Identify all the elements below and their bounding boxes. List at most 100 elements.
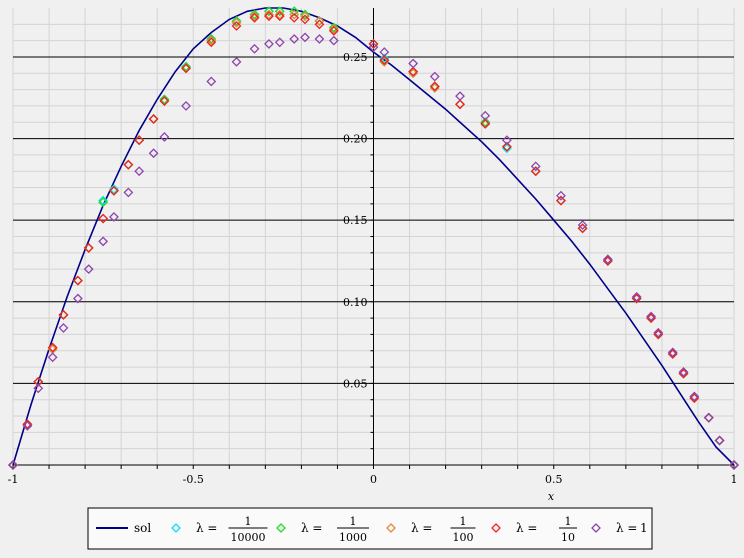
y-tick-label: 0.10	[343, 296, 368, 309]
data-point	[22, 420, 33, 431]
data-point	[314, 19, 325, 30]
legend-fraction-numerator: 1	[350, 515, 357, 528]
data-point	[368, 38, 379, 49]
data-point	[58, 322, 69, 333]
data-point	[231, 21, 242, 31]
data-point	[134, 135, 145, 146]
y-tick-label: 0.05	[343, 377, 368, 390]
data-point	[72, 293, 83, 304]
legend-lambda-label: λ =	[516, 521, 537, 535]
data-point	[455, 99, 465, 110]
y-tick-label: 0.25	[343, 51, 368, 64]
data-point	[653, 327, 664, 338]
data-point	[274, 37, 285, 48]
data-point	[274, 11, 285, 22]
data-point	[480, 117, 491, 128]
solution-line	[12, 7, 735, 466]
data-point	[577, 220, 588, 230]
data-point	[300, 9, 310, 20]
data-point	[300, 32, 310, 43]
data-point	[631, 293, 642, 304]
data-point	[148, 148, 159, 159]
legend-marker	[171, 523, 181, 533]
legend-marker	[276, 523, 286, 533]
data-point	[646, 311, 657, 322]
legend-marker	[491, 523, 501, 533]
data-point	[368, 42, 379, 53]
data-point	[530, 161, 541, 172]
data-point	[480, 118, 491, 129]
x-tick-label: -0.5	[183, 473, 204, 486]
series-4	[8, 11, 739, 470]
data-point	[33, 376, 44, 387]
data-point	[249, 12, 260, 23]
data-point	[181, 61, 191, 72]
data-point	[289, 34, 300, 44]
data-point	[249, 11, 260, 22]
data-point	[274, 6, 285, 17]
legend-fraction-denominator: 100	[453, 531, 474, 544]
legend-lambda-label: λ =	[196, 521, 217, 535]
data-point	[206, 37, 217, 48]
data-point	[501, 143, 512, 154]
data-point	[206, 35, 217, 46]
data-point	[379, 56, 390, 67]
data-markers	[8, 6, 739, 470]
data-point	[429, 71, 440, 82]
data-point	[602, 254, 613, 265]
legend-lambda-value: 1	[640, 521, 648, 535]
data-point	[678, 367, 689, 377]
data-point	[300, 11, 310, 22]
data-point	[408, 66, 419, 77]
data-point	[501, 141, 512, 152]
data-point	[231, 16, 242, 26]
legend-fraction-denominator: 1000	[339, 531, 367, 544]
data-point	[289, 12, 300, 23]
legend-fraction-denominator: 10000	[231, 531, 266, 544]
data-point	[264, 9, 274, 20]
legend-marker	[386, 523, 396, 533]
data-point	[159, 94, 170, 105]
data-point	[231, 56, 242, 67]
data-point	[455, 91, 465, 102]
data-point	[501, 135, 512, 146]
series-5	[8, 32, 739, 470]
data-point	[98, 195, 109, 206]
data-point	[206, 76, 217, 87]
data-point	[22, 419, 33, 430]
data-point	[631, 291, 642, 302]
data-point	[408, 58, 419, 69]
data-point	[480, 110, 491, 121]
data-point	[47, 342, 58, 353]
data-point	[181, 101, 191, 111]
data-point	[58, 309, 69, 320]
data-point	[289, 9, 300, 20]
legend-box	[87, 507, 653, 550]
data-point	[408, 68, 419, 79]
x-tick-label: 1	[731, 473, 738, 486]
x-tick-label: -1	[8, 473, 19, 486]
data-point	[703, 412, 714, 423]
data-point	[667, 349, 678, 359]
y-tick-label: 0.20	[343, 133, 368, 146]
legend-lambda-label: λ =	[301, 521, 322, 535]
data-point	[231, 17, 242, 28]
data-point	[689, 393, 700, 404]
data-point	[264, 6, 274, 17]
x-axis-label: x	[548, 490, 555, 503]
data-point	[249, 9, 260, 20]
data-point	[314, 34, 325, 44]
legend-lambda-label: λ =	[411, 521, 432, 535]
data-point	[33, 383, 44, 394]
data-point	[83, 264, 94, 275]
data-point	[314, 16, 325, 26]
y-tick-label: 0.15	[343, 214, 368, 227]
data-point	[689, 391, 700, 402]
data-point	[98, 213, 109, 224]
data-point	[556, 190, 566, 201]
data-point	[328, 24, 339, 35]
data-point	[379, 53, 390, 64]
data-point	[289, 6, 300, 17]
legend-fraction-numerator: 1	[565, 515, 572, 528]
